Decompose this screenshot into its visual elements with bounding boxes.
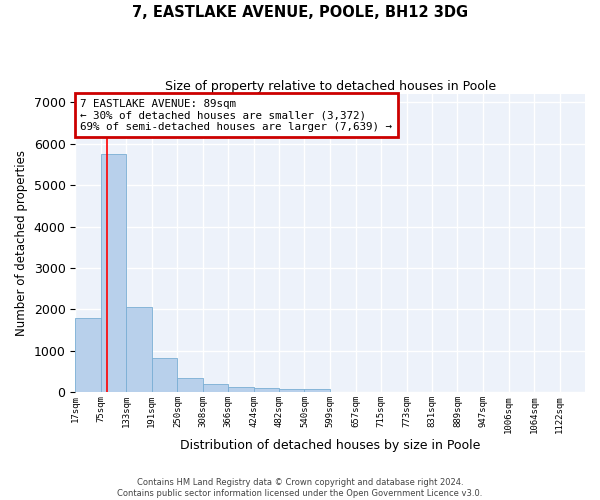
Bar [126, 308, 152, 392]
Bar [203, 384, 228, 392]
Bar [75, 318, 101, 392]
Bar [101, 154, 126, 392]
Title: Size of property relative to detached houses in Poole: Size of property relative to detached ho… [164, 80, 496, 93]
Bar [228, 388, 254, 392]
Bar [304, 388, 331, 392]
Bar [254, 388, 279, 392]
Bar [178, 378, 203, 392]
Bar [279, 388, 304, 392]
Bar [152, 358, 178, 392]
Text: 7, EASTLAKE AVENUE, POOLE, BH12 3DG: 7, EASTLAKE AVENUE, POOLE, BH12 3DG [132, 5, 468, 20]
Y-axis label: Number of detached properties: Number of detached properties [15, 150, 28, 336]
Text: Contains HM Land Registry data © Crown copyright and database right 2024.
Contai: Contains HM Land Registry data © Crown c… [118, 478, 482, 498]
X-axis label: Distribution of detached houses by size in Poole: Distribution of detached houses by size … [180, 440, 481, 452]
Text: 7 EASTLAKE AVENUE: 89sqm
← 30% of detached houses are smaller (3,372)
69% of sem: 7 EASTLAKE AVENUE: 89sqm ← 30% of detach… [80, 98, 392, 132]
